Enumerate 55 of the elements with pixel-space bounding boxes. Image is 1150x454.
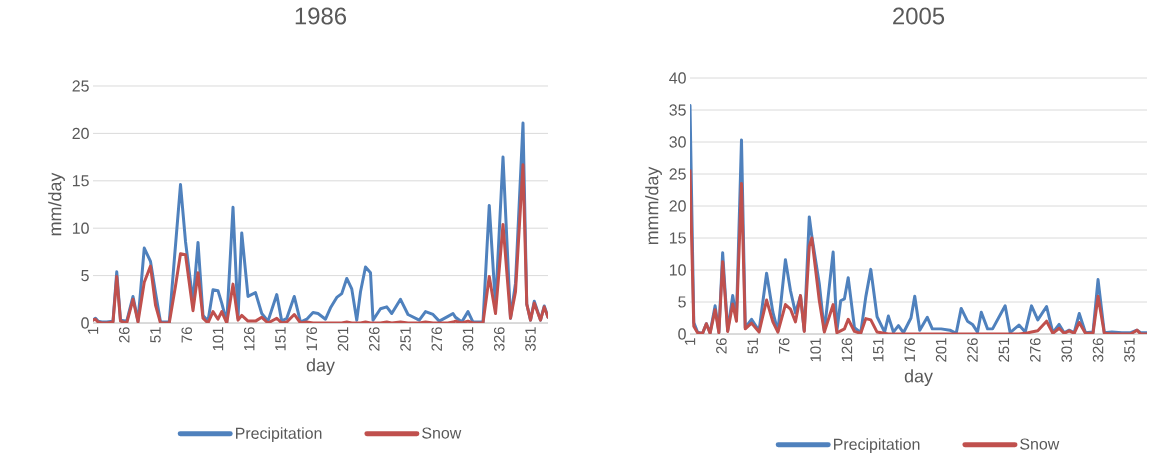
x-tick-label: 251 — [400, 327, 411, 351]
x-tick-label: 26 — [118, 327, 130, 343]
x-tick-label: 351 — [525, 327, 536, 351]
x-tick-label: 151 — [873, 338, 884, 362]
y-tick-label: 20 — [669, 200, 686, 212]
x-tick-label: 251 — [998, 338, 1010, 362]
x-tick-label: 301 — [462, 327, 474, 351]
x-tick-label: 101 — [212, 327, 224, 351]
y-tick-label: 25 — [669, 168, 686, 180]
y-tick-label: 0 — [678, 328, 686, 340]
legend-label: Precipitation — [834, 438, 920, 454]
y-tick-label: 0 — [81, 317, 89, 329]
legend-label: Snow — [1020, 438, 1060, 450]
x-tick-label: 126 — [841, 338, 853, 362]
x-axis-title: day — [306, 358, 335, 376]
y-tick-label: 10 — [72, 222, 89, 234]
y-tick-label: 15 — [72, 175, 89, 187]
y-tick-label: 25 — [72, 80, 89, 92]
x-tick-label: 151 — [275, 327, 286, 351]
y-tick-label: 15 — [669, 232, 686, 244]
x-tick-label: 201 — [337, 327, 349, 351]
y-tick-label: 10 — [669, 264, 686, 276]
legend-label: Precipitation — [236, 427, 322, 443]
y-tick-label: 20 — [72, 127, 89, 140]
x-tick-label: 26 — [716, 338, 727, 354]
y-tick-label: 35 — [669, 104, 686, 116]
x-tick-label: 1 — [684, 338, 696, 345]
x-tick-label: 76 — [181, 327, 193, 343]
x-tick-label: 176 — [306, 327, 318, 351]
x-tick-label: 101 — [810, 338, 821, 362]
legend-label: Snow — [422, 427, 462, 439]
x-tick-label: 126 — [243, 327, 255, 351]
x-tick-label: 326 — [1092, 338, 1104, 362]
y-tick-label: 40 — [669, 72, 686, 84]
x-tick-label: 276 — [431, 327, 443, 351]
x-tick-label: 351 — [1124, 338, 1135, 362]
chart-title: 1986 — [295, 7, 347, 25]
x-tick-label: 76 — [778, 338, 790, 354]
y-axis-title: mmm/day — [645, 166, 662, 245]
x-tick-label: 51 — [150, 327, 161, 343]
chart-title: 2005 — [893, 7, 945, 25]
y-tick-label: 30 — [669, 136, 686, 148]
x-tick-label: 201 — [935, 338, 947, 362]
x-axis-title: day — [904, 369, 933, 387]
x-tick-label: 176 — [904, 338, 916, 362]
y-tick-label: 5 — [678, 296, 686, 308]
x-tick-label: 226 — [368, 327, 380, 351]
x-tick-label: 1 — [87, 327, 99, 334]
x-tick-label: 51 — [747, 338, 758, 354]
y-axis-title: mm/day — [48, 172, 65, 236]
y-tick-label: 5 — [81, 270, 89, 282]
x-tick-label: 276 — [1029, 338, 1041, 362]
x-tick-label: 326 — [493, 327, 505, 351]
x-tick-label: 226 — [967, 338, 978, 362]
x-tick-label: 301 — [1061, 338, 1072, 362]
